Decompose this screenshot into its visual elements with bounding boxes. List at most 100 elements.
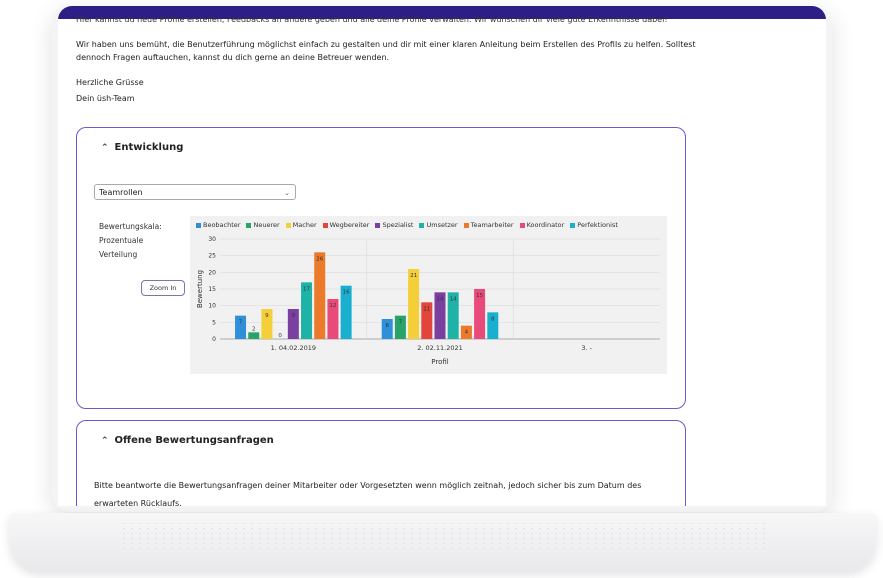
chart-bar [421,302,433,339]
legend-item[interactable]: Neuerer [246,221,280,229]
legend-item[interactable]: Teamarbeiter [463,221,514,229]
chevron-down-icon: ⌄ [284,189,290,197]
legend-item[interactable]: Koordinator [519,221,565,229]
legend-swatch [196,222,201,228]
chart-bar [394,315,406,339]
y-tick-label: 0 [212,336,216,343]
legend-swatch [419,222,425,228]
legend-item[interactable]: Beobachter [196,221,240,229]
role-chart: Beobachter Neuerer Macher Wegbereiter Spezia… [190,216,667,374]
legend-item[interactable]: Wegbereiter [322,221,370,229]
y-tick-label: 5 [212,319,216,326]
chart-bar [447,292,459,339]
legend-item[interactable]: Umsetzer [419,221,458,229]
development-card: ⌃ Entwicklung Teamrollen ⌄ Bewertungskal… [76,127,686,409]
bar-value-label: 17 [303,286,310,292]
intro-cut-line: Hier kannst du neue Profile erstellen, F… [76,15,668,24]
chart-bar [327,299,339,339]
intro-paragraph: Wir haben uns bemüht, die Benutzerführun… [76,40,696,62]
zoom-in-button[interactable]: Zoom In [141,280,185,296]
legend-label: Perfektionist [577,221,618,229]
legend-swatch [375,222,381,228]
legend-swatch [570,222,576,228]
role-select[interactable]: Teamrollen ⌄ [94,184,296,200]
chart-bar [261,309,273,339]
y-tick-label: 10 [208,303,216,310]
bar-value-label: 21 [410,273,417,279]
chart-bar [235,315,247,339]
legend-swatch [463,222,469,228]
x-axis-label: Profil [431,358,449,366]
bar-value-label: 9 [292,313,296,319]
signature: Dein üsh-Team [76,94,135,103]
chevron-up-icon[interactable]: ⌃ [101,142,109,153]
legend-label: Beobachter [203,221,241,229]
chart-bar [487,312,499,339]
chart-bar [460,325,472,339]
legend-label: Wegbereiter [329,221,370,229]
chart-bar [408,269,420,339]
legend-item[interactable]: Spezialist [375,221,413,229]
y-axis-label: Bewertung [196,270,204,308]
chart-bar [340,285,352,339]
scale-label-line-1: Bewertungskala: [99,222,162,231]
bar-value-label: 14 [450,296,457,302]
bar-value-label: 0 [278,333,282,339]
legend-label: Umsetzer [426,221,458,229]
chart-bar [287,309,299,339]
requests-card: ⌃ Offene Bewertungsanfragen Bitte beantw… [76,420,686,506]
bar-value-label: 26 [316,256,323,262]
legend-label: Teamarbeiter [470,221,514,229]
legend-label: Macher [292,221,317,229]
chart-bar [474,289,486,339]
legend-swatch [285,222,291,228]
scale-label-line-2: Prozentuale [99,236,144,245]
bar-value-label: 16 [343,290,350,296]
header-bar [58,6,826,19]
x-tick-label: 2. 02.11.2021 [417,344,462,352]
chart-svg: 0 5 10 15 20 25 30 7 2 9 0 9 17 26 12 16 1. 04.02.2019 6 7… [196,236,660,366]
development-title: Entwicklung [114,142,184,153]
legend-item[interactable]: Perfektionist [570,221,618,229]
bar-value-label: 8 [491,316,495,322]
bar-value-label: 9 [265,313,269,319]
chart-bar [381,319,393,339]
y-tick-label: 30 [208,236,216,243]
bar-value-label: 2 [252,326,256,332]
keyboard-texture [120,521,766,549]
bar-value-label: 7 [239,320,243,326]
legend-item[interactable]: Macher [285,221,317,229]
legend-label: Spezialist [382,221,414,229]
x-tick-label: 1. 04.02.2019 [271,344,316,352]
bar-value-label: 4 [465,330,469,336]
scale-label-line-3: Verteilung [99,250,138,259]
laptop-base [10,513,876,571]
legend-swatch [519,222,525,228]
requests-card-header[interactable]: ⌃ Offene Bewertungsanfragen [101,435,274,446]
development-card-header[interactable]: ⌃ Entwicklung [101,142,183,153]
chart-bar [248,332,260,339]
legend-swatch [322,222,328,228]
y-tick-label: 15 [208,286,216,293]
chevron-up-icon[interactable]: ⌃ [101,435,109,446]
bar-value-label: 7 [399,320,403,326]
bar-value-label: 14 [437,296,444,302]
scale-label: Bewertungskala: Prozentuale Verteilung [99,220,189,262]
requests-title: Offene Bewertungsanfragen [114,435,274,446]
chart-bar [434,292,446,339]
bar-value-label: 6 [385,323,389,329]
bar-value-label: 12 [329,303,336,309]
y-tick-label: 25 [208,253,216,260]
screen: Hier kannst du neue Profile erstellen, F… [58,6,826,506]
legend-label: Koordinator [526,221,565,229]
requests-text: Bitte beantworte die Bewertungsanfragen … [94,481,642,506]
greeting: Herzliche Grüsse [76,78,144,87]
legend-swatch [246,222,252,228]
bar-value-label: 15 [476,293,483,299]
chart-bar [301,282,313,339]
bar-value-label: 11 [423,306,430,312]
chart-legend: Beobachter Neuerer Macher Wegbereiter Spezia… [196,221,618,229]
chart-bar [314,252,326,339]
role-select-value: Teamrollen [99,188,143,197]
y-tick-label: 20 [208,269,216,276]
